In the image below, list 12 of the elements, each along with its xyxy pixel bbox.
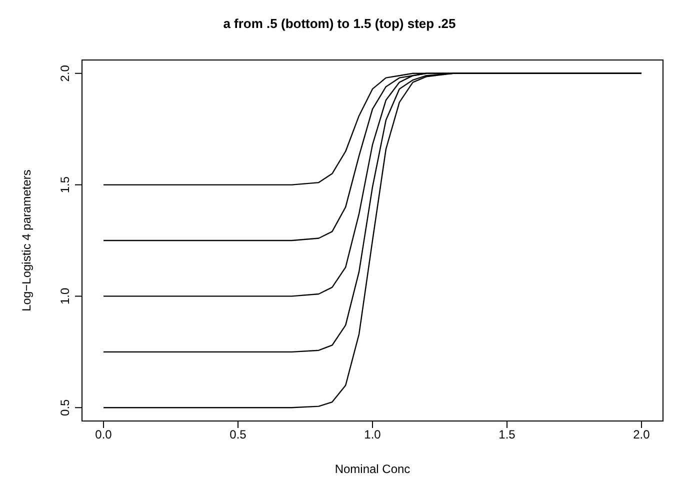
y-tick-label: 0.5 (58, 398, 72, 416)
y-axis-title: Log−Logistic 4 parameters (19, 170, 34, 312)
x-axis-title: Nominal Conc (334, 462, 410, 476)
x-tick-label: 1.5 (498, 428, 516, 442)
x-tick-label: 0.5 (230, 428, 247, 442)
y-tick-label: 2.0 (58, 64, 72, 82)
x-tick-label: 1.0 (364, 428, 382, 442)
chart-title: a from .5 (bottom) to 1.5 (top) step .25 (222, 16, 457, 31)
x-tick-label: 0.0 (95, 428, 112, 442)
y-tick-label: 1.5 (58, 176, 72, 194)
x-tick-label: 2.0 (633, 428, 650, 442)
y-tick-label: 1.0 (58, 288, 72, 305)
